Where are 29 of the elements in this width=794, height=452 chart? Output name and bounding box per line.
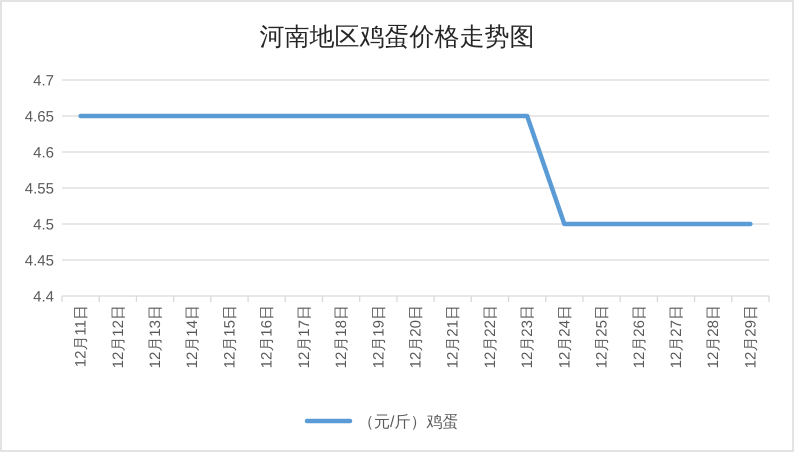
legend: （元/斤）鸡蛋	[304, 414, 458, 431]
y-tick-label: 4.65	[24, 108, 54, 126]
x-tick-label: 12月20日	[408, 305, 424, 368]
x-tick-label: 12月14日	[184, 305, 202, 368]
x-tick-label: 12月26日	[630, 305, 648, 368]
x-tick-label: 12月18日	[333, 305, 350, 368]
y-tick-label: 4.6	[33, 144, 54, 162]
x-tick-label: 12月19日	[370, 305, 388, 368]
x-tick-label: 12月11日	[72, 305, 90, 368]
x-tick-label: 12月29日	[742, 305, 760, 368]
x-tick-label: 12月25日	[594, 305, 611, 368]
y-tick-label: 4.4	[33, 288, 54, 306]
y-tick-label: 4.5	[33, 216, 54, 234]
x-tick-label: 12月21日	[444, 305, 462, 368]
y-tick-label: 4.7	[33, 72, 54, 90]
x-tick-label: 12月27日	[668, 305, 685, 368]
x-tick-label: 12月17日	[296, 305, 313, 368]
x-tick-label: 12月23日	[519, 305, 536, 368]
x-tick-label: 12月24日	[556, 305, 574, 368]
y-tick-label: 4.45	[24, 252, 54, 270]
x-tick-label: 12月12日	[110, 305, 127, 368]
x-tick-label: 12月15日	[221, 305, 238, 368]
x-tick-label: 12月28日	[705, 305, 722, 368]
y-tick-label: 4.55	[24, 180, 54, 198]
x-tick-label: 12月22日	[482, 305, 499, 368]
x-tick-label: 12月13日	[147, 305, 164, 368]
legend-label: （元/斤）鸡蛋	[358, 413, 458, 431]
title: 河南地区鸡蛋价格走势图	[260, 24, 534, 51]
x-tick-label: 12月16日	[258, 305, 276, 368]
